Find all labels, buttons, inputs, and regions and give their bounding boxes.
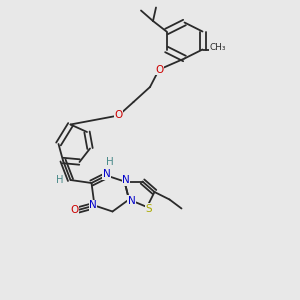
Text: H: H xyxy=(56,175,64,185)
Text: O: O xyxy=(114,110,123,121)
Text: N: N xyxy=(122,175,130,185)
Text: S: S xyxy=(145,203,152,214)
Text: H: H xyxy=(106,157,113,167)
Text: N: N xyxy=(128,196,135,206)
Text: N: N xyxy=(122,175,130,185)
Text: CH₃: CH₃ xyxy=(210,44,226,52)
Text: N: N xyxy=(103,169,110,179)
Text: N: N xyxy=(89,200,97,211)
Text: O: O xyxy=(70,205,79,215)
Text: O: O xyxy=(155,64,163,75)
